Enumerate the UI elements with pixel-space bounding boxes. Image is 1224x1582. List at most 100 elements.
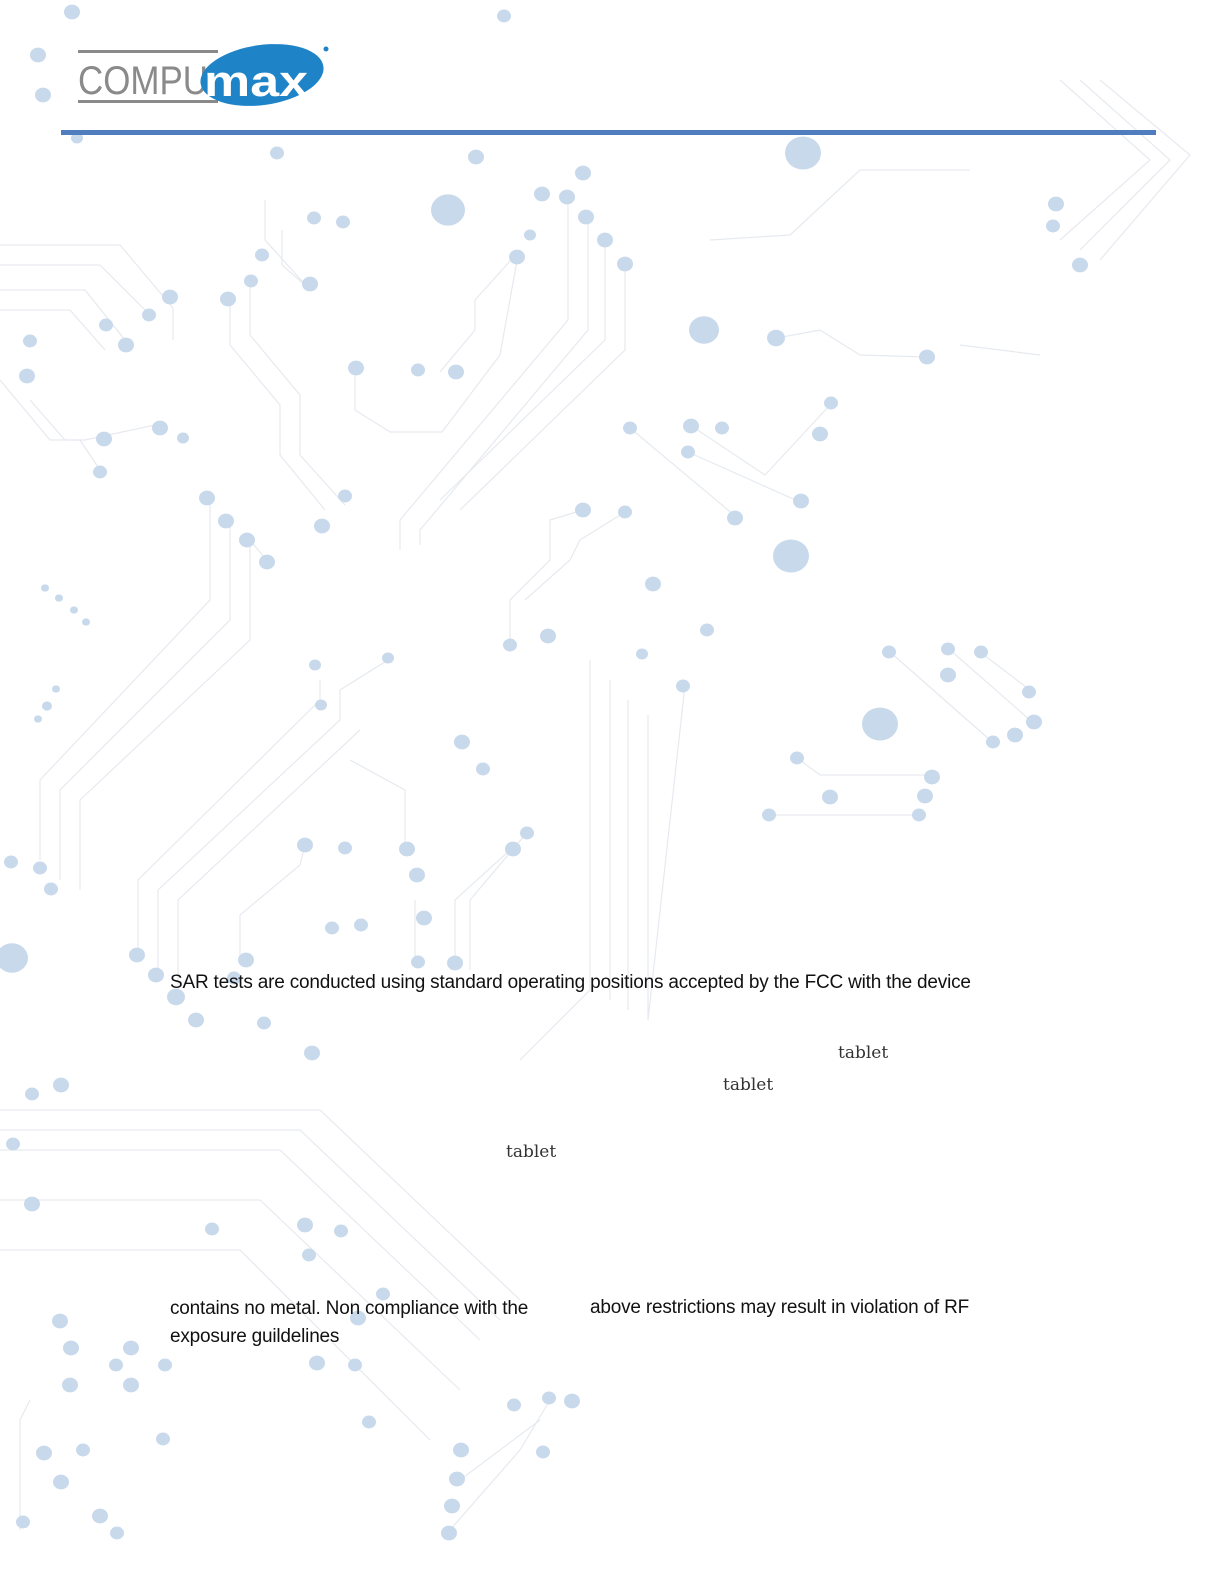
circuit-dot bbox=[559, 189, 575, 205]
circuit-dot bbox=[41, 584, 49, 592]
circuit-trace bbox=[399, 200, 569, 550]
circuit-dot bbox=[24, 1196, 40, 1212]
circuit-dot bbox=[314, 518, 330, 534]
circuit-dot bbox=[23, 334, 37, 348]
circuit-dot bbox=[99, 318, 113, 332]
circuit-dot bbox=[244, 274, 258, 288]
circuit-dot bbox=[793, 493, 809, 509]
circuit-trace bbox=[524, 511, 626, 601]
circuit-dot bbox=[448, 364, 464, 380]
header-rule bbox=[61, 130, 1156, 135]
circuit-dot bbox=[338, 489, 352, 503]
circuit-dot bbox=[188, 1012, 204, 1028]
circuit-dot bbox=[19, 368, 35, 384]
circuit-dot bbox=[597, 232, 613, 248]
circuit-trace bbox=[459, 1419, 541, 1481]
circuit-dot bbox=[767, 329, 785, 347]
circuit-dot bbox=[411, 363, 425, 377]
circuit-dot bbox=[162, 289, 178, 305]
circuit-trace bbox=[0, 264, 151, 316]
circuit-dot bbox=[447, 955, 463, 971]
circuit-dot bbox=[35, 87, 51, 103]
circuit-dot bbox=[1026, 714, 1042, 730]
circuit-trace bbox=[419, 215, 589, 545]
circuit-trace bbox=[0, 1199, 461, 1391]
circuit-dot bbox=[940, 667, 956, 683]
circuit-dot bbox=[220, 291, 236, 307]
circuit-dot bbox=[919, 349, 935, 365]
circuit-dot bbox=[575, 502, 591, 518]
svg-text:max: max bbox=[204, 57, 309, 106]
circuit-dot bbox=[1072, 257, 1088, 273]
circuit-dot bbox=[453, 1442, 469, 1458]
circuit-dot bbox=[227, 971, 241, 985]
circuit-trace bbox=[509, 509, 584, 645]
circuit-dot bbox=[218, 513, 234, 529]
circuit-dot bbox=[727, 510, 743, 526]
body-text-line-1: SAR tests are conducted using standard o… bbox=[170, 972, 971, 993]
circuit-dot bbox=[505, 841, 521, 857]
circuit-dot bbox=[6, 1137, 20, 1151]
circuit-dot bbox=[509, 249, 525, 265]
circuit-dot bbox=[30, 47, 46, 63]
circuit-dot bbox=[476, 762, 490, 776]
circuit-dot bbox=[348, 360, 364, 376]
circuit-dot bbox=[63, 1340, 79, 1356]
circuit-dot bbox=[409, 867, 425, 883]
circuit-dot bbox=[238, 952, 254, 968]
circuit-dot bbox=[123, 1340, 139, 1356]
circuit-dot bbox=[382, 652, 394, 664]
circuit-dot bbox=[297, 1217, 313, 1233]
circuit-dot bbox=[16, 1515, 30, 1529]
circuit-trace bbox=[0, 1109, 521, 1301]
circuit-dot bbox=[205, 1222, 219, 1236]
circuit-dot bbox=[93, 465, 107, 479]
body-text-line-2a: contains no metal. Non compliance with t… bbox=[170, 1298, 529, 1319]
circuit-trace bbox=[1059, 79, 1151, 241]
circuit-dot bbox=[623, 421, 637, 435]
circuit-dot bbox=[62, 1377, 78, 1393]
circuit-trace bbox=[776, 329, 928, 358]
circuit-dot bbox=[304, 1045, 320, 1061]
circuit-dot bbox=[177, 432, 189, 444]
circuit-dot bbox=[302, 1248, 316, 1262]
circuit-dot bbox=[53, 1077, 69, 1093]
circuit-dot bbox=[564, 1393, 580, 1409]
circuit-dot bbox=[683, 418, 699, 434]
circuit-trace bbox=[454, 849, 511, 960]
circuit-dot bbox=[468, 149, 484, 165]
circuit-dot bbox=[790, 751, 804, 765]
circuit-dot bbox=[449, 1471, 465, 1487]
circuit-dot bbox=[34, 715, 42, 723]
circuit-trace bbox=[687, 451, 801, 503]
circuit-dot bbox=[350, 1310, 366, 1326]
circuit-dot bbox=[259, 554, 275, 570]
circuit-dot bbox=[338, 841, 352, 855]
circuit-dot bbox=[578, 209, 594, 225]
circuit-dot bbox=[239, 532, 255, 548]
circuit-dot bbox=[681, 445, 695, 459]
circuit-dot bbox=[0, 943, 28, 973]
circuit-dot bbox=[199, 490, 215, 506]
circuit-dot bbox=[334, 1224, 348, 1238]
circuit-dot bbox=[1022, 685, 1036, 699]
circuit-dot bbox=[785, 136, 821, 170]
circuit-dot bbox=[53, 1474, 69, 1490]
circuit-dot bbox=[1048, 196, 1064, 212]
circuit-dot bbox=[71, 132, 83, 144]
circuit-dot bbox=[882, 645, 896, 659]
circuit-trace bbox=[959, 344, 1041, 356]
circuit-trace bbox=[0, 1149, 481, 1341]
circuit-trace bbox=[229, 300, 326, 511]
circuit-trace bbox=[249, 280, 346, 506]
tablet-label: tablet bbox=[506, 1142, 557, 1162]
circuit-trace bbox=[459, 265, 626, 511]
circuit-dot bbox=[70, 606, 78, 614]
svg-text:COMPU: COMPU bbox=[78, 59, 208, 103]
circuit-dot bbox=[348, 1358, 362, 1372]
circuit-trace bbox=[137, 680, 321, 955]
circuit-dot bbox=[912, 808, 926, 822]
circuit-trace bbox=[177, 729, 361, 995]
circuit-dot bbox=[941, 642, 955, 656]
circuit-dot bbox=[376, 1287, 390, 1301]
